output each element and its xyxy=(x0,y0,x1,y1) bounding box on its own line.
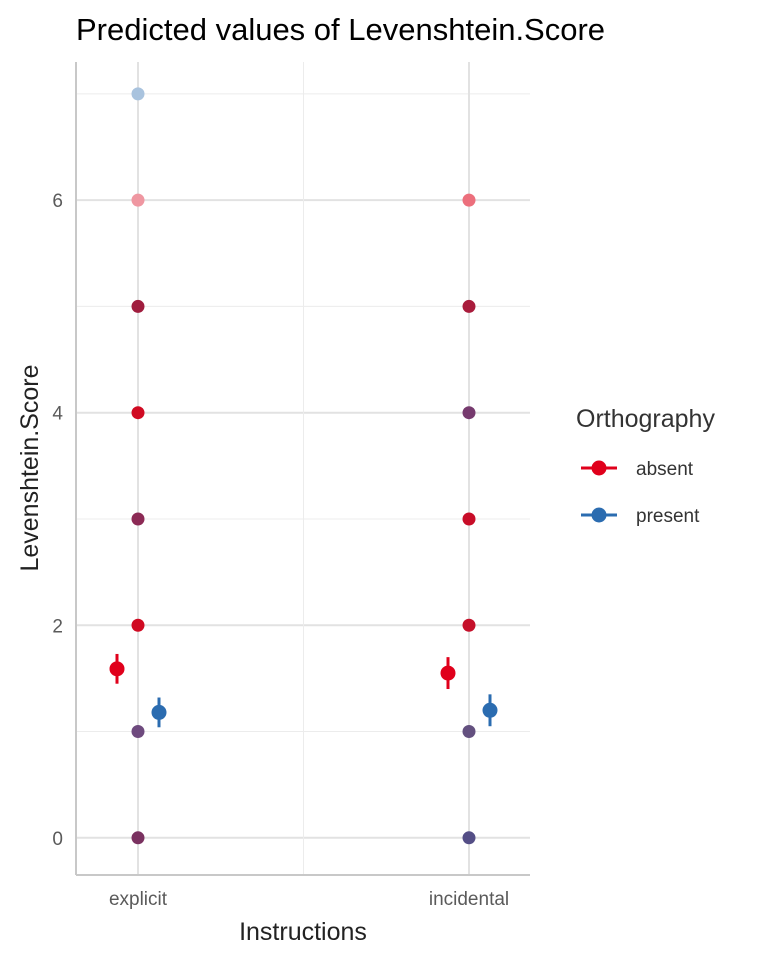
predicted-points xyxy=(109,653,498,728)
raw-point xyxy=(131,512,145,526)
raw-point xyxy=(462,618,476,632)
grid xyxy=(76,62,530,875)
legend-title: Orthography xyxy=(576,405,715,433)
y-tick-label: 0 xyxy=(52,829,63,850)
raw-point xyxy=(131,831,145,845)
raw-point xyxy=(131,87,145,101)
raw-point xyxy=(462,299,476,313)
raw-point xyxy=(131,406,145,420)
raw-point xyxy=(131,299,145,313)
legend-label: present xyxy=(636,506,700,527)
raw-point xyxy=(462,406,476,420)
x-tick-label: explicit xyxy=(109,889,168,910)
y-tick-label: 6 xyxy=(52,191,63,212)
legend-label: absent xyxy=(636,459,694,480)
raw-point xyxy=(131,193,145,207)
predicted-point xyxy=(151,704,167,720)
raw-point xyxy=(131,725,145,739)
axes xyxy=(75,62,530,876)
x-ticks: explicit incidental xyxy=(109,889,509,910)
predicted-point xyxy=(482,702,498,718)
raw-point xyxy=(462,512,476,526)
y-axis-title: Levenshtein.Score xyxy=(16,364,44,571)
legend-key-point xyxy=(591,460,607,476)
predicted-point xyxy=(109,661,125,677)
raw-point xyxy=(462,725,476,739)
legend-key-point xyxy=(591,507,607,523)
raw-point xyxy=(462,831,476,845)
chart-title: Predicted values of Levenshtein.Score xyxy=(76,12,605,47)
x-axis-title: Instructions xyxy=(239,918,367,946)
y-tick-label: 2 xyxy=(52,616,63,637)
raw-point xyxy=(462,193,476,207)
y-tick-label: 4 xyxy=(52,404,63,425)
legend: Orthography absent present xyxy=(576,405,715,527)
raw-point xyxy=(131,618,145,632)
y-ticks: 0 2 4 6 xyxy=(52,191,63,850)
x-tick-label: incidental xyxy=(429,889,509,910)
raw-points xyxy=(131,87,476,845)
predicted-point xyxy=(440,665,456,681)
